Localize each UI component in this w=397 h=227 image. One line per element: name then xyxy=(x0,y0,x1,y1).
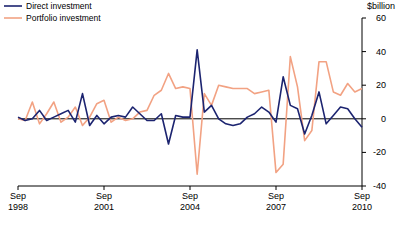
y-tick xyxy=(362,85,366,86)
x-tick-label: Sep2004 xyxy=(180,191,200,212)
x-tick-label-line: Sep xyxy=(182,191,198,201)
legend-label: Direct investment xyxy=(26,1,92,11)
y-tick xyxy=(362,152,366,153)
y-axis xyxy=(362,18,363,186)
series-line xyxy=(18,50,362,144)
legend-swatch xyxy=(4,5,22,7)
x-tick-label: Sep2010 xyxy=(352,191,372,212)
y-tick-label: 20 xyxy=(376,80,386,90)
x-tick xyxy=(190,186,191,190)
x-tick-label-line: 2007 xyxy=(266,202,286,212)
x-tick-label-line: Sep xyxy=(96,191,112,201)
y-tick-label: 0 xyxy=(381,114,386,124)
y-tick-label: 60 xyxy=(376,13,386,23)
x-tick xyxy=(18,186,19,190)
legend-label: Portfolio investment xyxy=(26,13,101,23)
x-tick-label: Sep2007 xyxy=(266,191,286,212)
x-tick-label: Sep2001 xyxy=(94,191,114,212)
x-tick-label-line: Sep xyxy=(10,191,26,201)
x-tick xyxy=(362,186,363,190)
x-tick-label-line: Sep xyxy=(354,191,370,201)
y-tick xyxy=(362,186,366,187)
y-label: $billion xyxy=(367,1,395,11)
x-tick-label-line: 2004 xyxy=(180,202,200,212)
x-tick xyxy=(276,186,277,190)
chart: -40-200204060$billionSep1998Sep2001Sep20… xyxy=(0,0,397,227)
x-tick-label-line: Sep xyxy=(268,191,284,201)
plot-area xyxy=(18,50,362,174)
x-tick-label-line: 2010 xyxy=(352,202,372,212)
legend-swatch xyxy=(4,17,22,19)
y-tick-label: -20 xyxy=(373,147,386,157)
x-tick-label-line: 1998 xyxy=(8,202,28,212)
x-tick xyxy=(104,186,105,190)
y-tick xyxy=(362,118,366,119)
y-tick-label: 40 xyxy=(376,47,386,57)
x-tick-label: Sep1998 xyxy=(8,191,28,212)
y-tick xyxy=(362,51,366,52)
x-tick-label-line: 2001 xyxy=(94,202,114,212)
y-tick-label: -40 xyxy=(373,181,386,191)
y-tick xyxy=(362,18,366,19)
